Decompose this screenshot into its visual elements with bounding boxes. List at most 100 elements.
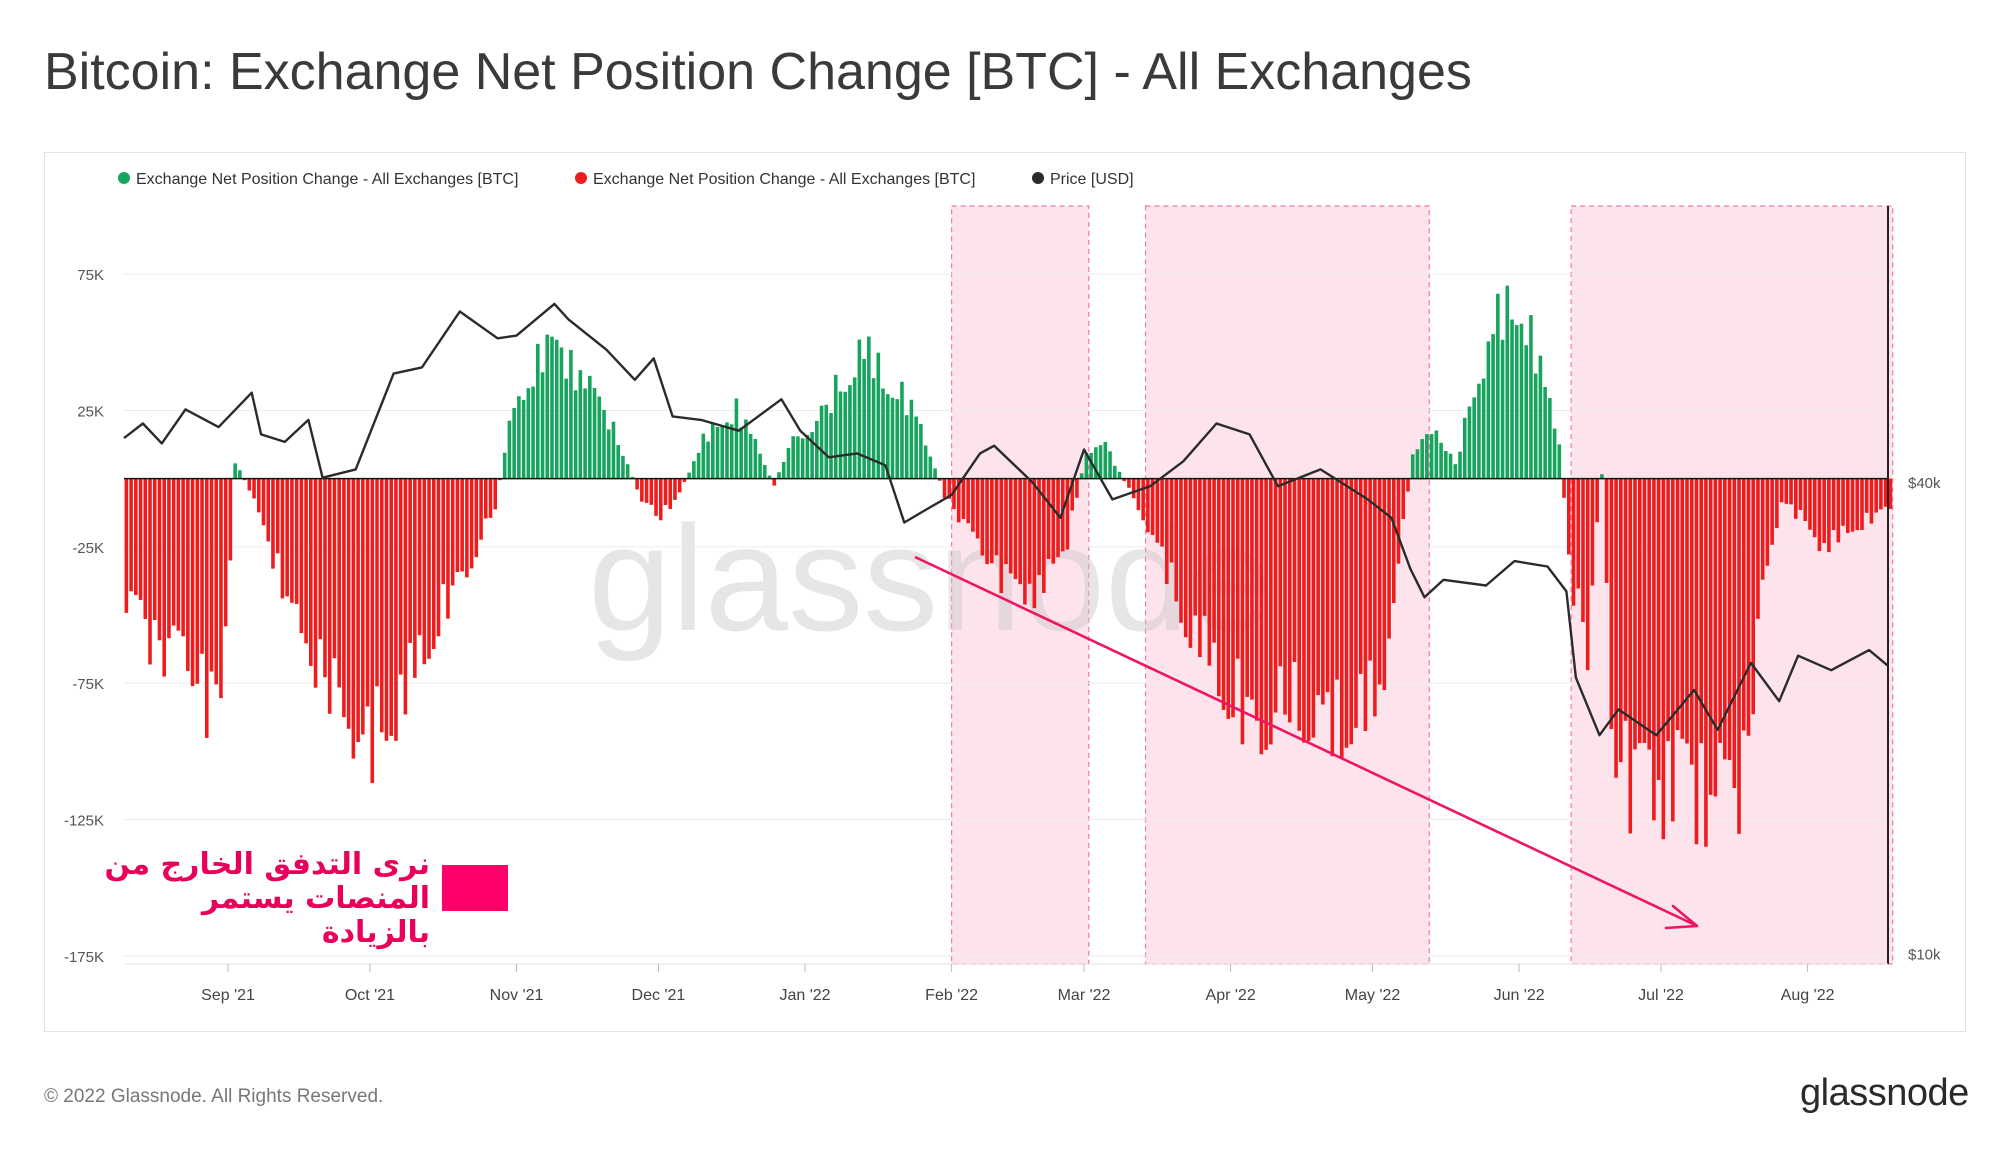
bar-positive [857, 339, 862, 479]
bar-negative [1864, 478, 1869, 513]
bar-negative [1883, 478, 1888, 507]
bar-negative [1741, 478, 1746, 731]
y-right-tick-label: $10k [1908, 947, 1941, 964]
bar-negative [1784, 478, 1789, 504]
bar-positive [592, 388, 597, 479]
bar-negative [1727, 478, 1732, 761]
legend-marker-2 [575, 172, 587, 184]
bar-negative [450, 478, 455, 586]
bar-negative [474, 478, 479, 558]
bar-positive [786, 447, 791, 479]
x-tick-label: May '22 [1345, 987, 1401, 1004]
bar-positive [1529, 315, 1533, 479]
bar-negative [1869, 478, 1874, 524]
x-tick-label: Sep '21 [201, 987, 255, 1004]
bar-negative [1311, 478, 1316, 738]
bar-positive [838, 391, 843, 479]
bar-negative [190, 478, 195, 687]
bar-negative [1363, 478, 1368, 732]
bar-positive [573, 390, 578, 479]
bar-negative [1075, 478, 1079, 498]
bar-positive [611, 421, 616, 479]
bar-positive [876, 352, 881, 479]
bar-negative [361, 478, 365, 735]
bar-negative [1765, 478, 1770, 566]
bar-positive [1500, 339, 1505, 479]
bar-negative [1358, 478, 1363, 674]
y-tick-label: 25K [77, 403, 104, 420]
bar-positive [739, 427, 743, 479]
y-right-tick-label: $40k [1908, 475, 1941, 492]
x-tick-label: Mar '22 [1058, 987, 1111, 1004]
bar-negative [1817, 478, 1822, 552]
bar-negative [1770, 478, 1774, 545]
bar-positive [881, 388, 885, 479]
bar-negative [1789, 478, 1793, 505]
bar-negative [1656, 478, 1661, 781]
bar-negative [1846, 478, 1850, 534]
bar-positive [710, 423, 715, 479]
bar-negative [1680, 478, 1685, 739]
bar-negative [1571, 478, 1576, 606]
glassnode-logo: glassnode [1800, 1072, 1969, 1114]
bar-positive [1538, 355, 1543, 479]
bar-negative [285, 478, 289, 597]
bar-positive [536, 343, 540, 479]
bar-positive [706, 441, 710, 479]
bar-negative [1325, 478, 1330, 693]
bar-negative [427, 478, 431, 659]
bar-negative [1718, 478, 1722, 743]
bar-negative [1292, 478, 1297, 662]
bar-negative [975, 478, 980, 539]
bar-negative [635, 478, 639, 490]
bar-positive [1439, 442, 1443, 479]
bar-negative [403, 478, 408, 715]
bar-negative [1018, 478, 1022, 585]
bar-negative [1302, 478, 1306, 743]
bar-positive [1496, 293, 1500, 479]
bar-negative [668, 478, 673, 509]
bar-positive [621, 455, 625, 479]
bar-positive [744, 419, 748, 479]
bar-negative [1027, 478, 1032, 584]
bar-positive [517, 396, 521, 479]
bar-negative [228, 478, 233, 561]
bar-positive [819, 405, 824, 479]
bar-negative [256, 478, 261, 513]
bar-negative [1202, 478, 1207, 616]
bar-positive [597, 396, 602, 479]
bar-positive [531, 386, 535, 479]
bar-positive [928, 456, 933, 479]
bar-negative [1652, 478, 1656, 821]
bar-positive [1510, 319, 1514, 479]
bar-negative [1590, 478, 1595, 586]
bar-negative [947, 478, 952, 499]
bar-negative [1619, 478, 1623, 763]
bar-negative [1595, 478, 1599, 523]
bar-positive [1429, 434, 1434, 479]
bar-positive [625, 464, 630, 479]
bar-positive [1477, 383, 1481, 479]
bar-negative [394, 478, 398, 741]
price-line [123, 302, 1889, 737]
bar-negative [162, 478, 166, 677]
bar-negative [337, 478, 341, 688]
bar-negative [446, 478, 450, 619]
bar-negative [1368, 478, 1372, 661]
bar-positive [559, 347, 564, 479]
bar-negative [1008, 478, 1013, 574]
bar-negative [1779, 478, 1784, 503]
legend-marker-1 [118, 172, 130, 184]
bar-negative [1633, 478, 1637, 750]
bar-negative [1335, 478, 1339, 680]
bar-negative [966, 478, 970, 524]
bar-positive [564, 378, 568, 479]
bar-positive [843, 391, 848, 479]
bar-negative [1694, 478, 1699, 845]
bar-negative [1671, 478, 1675, 822]
bar-positive [815, 420, 819, 479]
bar-positive [919, 423, 923, 479]
bar-positive [829, 413, 833, 479]
bar-negative [465, 478, 469, 578]
